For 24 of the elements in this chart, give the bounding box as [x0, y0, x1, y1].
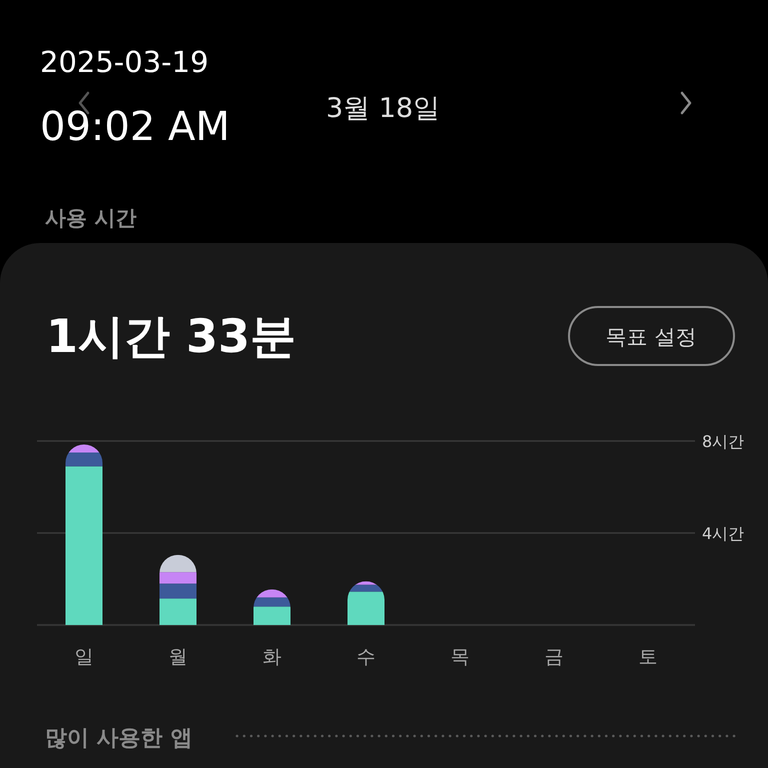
text: 목표 설정: [606, 325, 696, 349]
bar: [160, 572, 196, 584]
x-tick-label: 목: [450, 646, 470, 668]
bar: [348, 592, 384, 625]
bar: [66, 466, 102, 625]
bar: [160, 598, 196, 625]
text: 많이 사용한 앱: [45, 726, 192, 751]
x-tick-label: 일: [74, 646, 94, 668]
text: 09:02 AM: [40, 104, 230, 150]
y-tick-label: 8시간: [702, 432, 744, 450]
text: 3월 18일: [326, 93, 440, 124]
x-tick-label: 토: [638, 646, 658, 668]
x-tick-label: 화: [262, 646, 282, 668]
y-tick-label: 4시간: [702, 524, 744, 542]
x-tick-label: 수: [356, 646, 376, 668]
bar: [66, 452, 102, 466]
bar: [254, 597, 290, 607]
text: 2025-03-19: [40, 45, 209, 79]
x-tick-label: 월: [168, 646, 188, 668]
chart-title: 사용 시간: [45, 206, 136, 230]
chart-subtitle: 1시간 33분: [46, 309, 296, 363]
x-tick-label: 금: [544, 646, 564, 668]
bar: [160, 584, 196, 599]
bar: [254, 606, 290, 625]
